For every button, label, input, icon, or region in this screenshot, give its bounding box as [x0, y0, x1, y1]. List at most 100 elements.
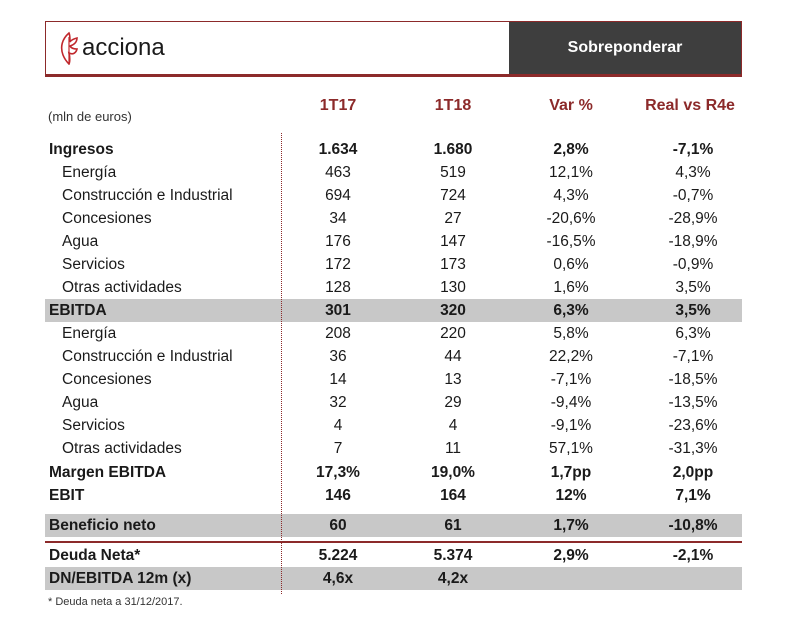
value-real-vs-r4e: -7,1% [672, 348, 714, 365]
table-row: Servicios 172 173 0,6% -0,9% [45, 253, 742, 276]
value-1t18: 320 [440, 302, 466, 319]
table-row: Agua 32 29 -9,4% -13,5% [45, 391, 742, 414]
row-label: EBITDA [49, 302, 107, 319]
value-real-vs-r4e: -2,1% [672, 547, 714, 564]
value-real-vs-r4e: 6,3% [675, 325, 711, 342]
value-1t17: 4 [333, 417, 343, 434]
row-label: Concesiones [62, 371, 152, 388]
value-1t18: 5.374 [433, 547, 473, 564]
value-1t17: 7 [333, 440, 343, 457]
value-1t18: 11 [444, 440, 462, 457]
table-row: Otras actividades 7 11 57,1% -31,3% [45, 437, 742, 460]
table-row: Energía 208 220 5,8% 6,3% [45, 322, 742, 345]
value-var: 0,6% [553, 256, 589, 273]
value-1t18: 44 [444, 348, 462, 365]
row-label: Energía [62, 325, 117, 342]
value-var: 57,1% [549, 440, 593, 457]
value-var: 1,7pp [550, 464, 592, 481]
value-1t17: 14 [329, 371, 347, 388]
value-1t18: 220 [440, 325, 466, 342]
value-var: -7,1% [550, 371, 592, 388]
value-1t18: 130 [440, 279, 466, 296]
row-label: Servicios [62, 417, 125, 434]
column-separator [281, 133, 282, 594]
header-divider [45, 75, 742, 77]
row-label: Agua [62, 233, 99, 250]
value-real-vs-r4e: -18,9% [668, 233, 718, 250]
value-1t17: 17,3% [316, 464, 360, 481]
report-header: acciona Sobreponderar [45, 21, 742, 75]
value-var: -20,6% [546, 210, 596, 227]
value-real-vs-r4e: -7,1% [672, 141, 714, 158]
column-header-real-vs-r4e: Real vs R4e [645, 97, 735, 114]
table-row: EBITDA 301 320 6,3% 3,5% [45, 299, 742, 322]
value-1t17: 463 [325, 164, 351, 181]
row-label: Construcción e Industrial [62, 187, 233, 204]
units-label: (mln de euros) [48, 109, 132, 124]
value-1t18: 61 [444, 517, 462, 534]
value-var: 2,8% [553, 141, 589, 158]
value-1t17: 128 [325, 279, 351, 296]
row-label: DN/EBITDA 12m (x) [49, 570, 192, 587]
table-row: Ingresos 1.634 1.680 2,8% -7,1% [45, 138, 742, 161]
value-real-vs-r4e: 7,1% [675, 487, 711, 504]
column-header-1t18: 1T18 [434, 97, 472, 114]
value-1t17: 694 [325, 187, 351, 204]
footnote: * Deuda neta a 31/12/2017. [48, 596, 183, 608]
value-1t18: 27 [444, 210, 462, 227]
row-label: Energía [62, 164, 117, 181]
value-1t18: 13 [444, 371, 462, 388]
row-label: Construcción e Industrial [62, 348, 233, 365]
value-var: -9,1% [550, 417, 592, 434]
value-1t17: 176 [325, 233, 351, 250]
value-real-vs-r4e: -31,3% [668, 440, 718, 457]
value-1t17: 36 [329, 348, 347, 365]
row-label: Servicios [62, 256, 125, 273]
acciona-leaf-icon [60, 31, 79, 65]
value-real-vs-r4e: -0,9% [672, 256, 714, 273]
debt-section-divider [45, 541, 742, 543]
value-1t18: 4,2x [437, 570, 469, 587]
column-header-var: Var % [549, 97, 593, 114]
value-1t18: 164 [440, 487, 466, 504]
row-label: EBIT [49, 487, 85, 504]
value-1t17: 146 [325, 487, 351, 504]
value-1t17: 32 [329, 394, 347, 411]
value-1t17: 4,6x [322, 570, 354, 587]
row-label: Otras actividades [62, 279, 182, 296]
column-header-1t17: 1T17 [319, 97, 357, 114]
value-1t17: 301 [325, 302, 351, 319]
value-var: 4,3% [553, 187, 589, 204]
table-row: DN/EBITDA 12m (x) 4,6x 4,2x [45, 567, 742, 590]
value-1t17: 5.224 [318, 547, 358, 564]
value-real-vs-r4e: 4,3% [675, 164, 711, 181]
table-row: Beneficio neto 60 61 1,7% -10,8% [45, 514, 742, 537]
value-real-vs-r4e: 3,5% [675, 302, 711, 319]
table-row: Concesiones 14 13 -7,1% -18,5% [45, 368, 742, 391]
row-label: Otras actividades [62, 440, 182, 457]
table-row: Otras actividades 128 130 1,6% 3,5% [45, 276, 742, 299]
value-1t18: 724 [440, 187, 466, 204]
recommendation-box: Sobreponderar [509, 22, 741, 74]
value-real-vs-r4e: 3,5% [675, 279, 711, 296]
value-1t18: 519 [440, 164, 466, 181]
row-label: Concesiones [62, 210, 152, 227]
value-real-vs-r4e: -28,9% [668, 210, 718, 227]
acciona-logo: acciona [58, 30, 165, 66]
row-label: Beneficio neto [49, 517, 156, 534]
value-var: 1,6% [553, 279, 589, 296]
value-1t18: 4 [448, 417, 458, 434]
value-real-vs-r4e: -10,8% [668, 517, 718, 534]
value-var: 5,8% [553, 325, 589, 342]
value-real-vs-r4e: -0,7% [672, 187, 714, 204]
value-1t18: 19,0% [431, 464, 475, 481]
value-var: -16,5% [546, 233, 596, 250]
row-label: Agua [62, 394, 99, 411]
value-1t17: 172 [325, 256, 351, 273]
row-label: Deuda Neta* [49, 547, 141, 564]
logo-text: acciona [82, 34, 165, 61]
row-label: Ingresos [49, 141, 114, 158]
table-row: Construcción e Industrial 694 724 4,3% -0,7% [45, 184, 742, 207]
table-row: Deuda Neta* 5.224 5.374 2,9% -2,1% [45, 544, 742, 567]
table-row: Agua 176 147 -16,5% -18,9% [45, 230, 742, 253]
